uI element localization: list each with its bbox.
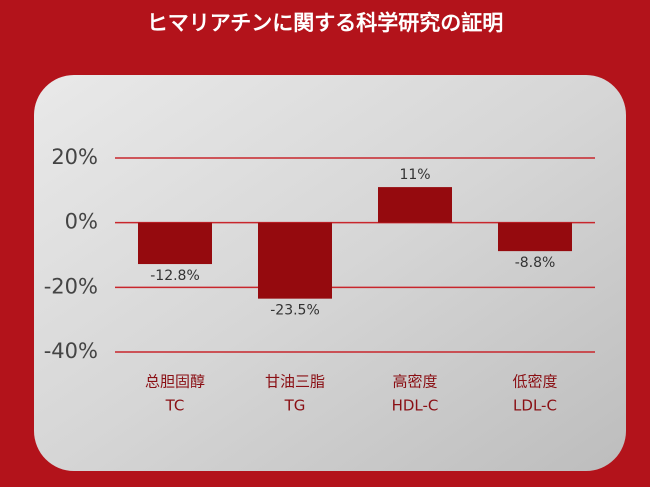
value-label: -12.8% xyxy=(150,268,200,284)
x-tick-label: LDL-C xyxy=(513,397,557,415)
x-tick-label: 高密度 xyxy=(392,373,437,391)
y-tick-label: 0% xyxy=(65,210,98,234)
value-label: 11% xyxy=(399,167,430,183)
chart-title: ヒマリアチンに関する科学研究の証明 xyxy=(147,11,504,35)
y-tick-label: -40% xyxy=(44,339,98,363)
bar xyxy=(498,222,572,252)
bar xyxy=(258,222,332,299)
x-tick-label: HDL-C xyxy=(392,397,439,415)
x-tick-label: TG xyxy=(284,397,306,415)
y-tick-label: 20% xyxy=(51,145,98,169)
x-tick-label: 甘油三脂 xyxy=(265,373,325,391)
value-label: -23.5% xyxy=(270,303,320,319)
x-tick-label: TC xyxy=(165,397,185,415)
bar xyxy=(378,187,452,223)
x-tick-label: 低密度 xyxy=(512,373,557,391)
x-tick-label: 总胆固醇 xyxy=(145,373,205,391)
value-label: -8.8% xyxy=(515,255,556,271)
bar xyxy=(138,222,212,265)
y-tick-label: -20% xyxy=(44,274,98,298)
